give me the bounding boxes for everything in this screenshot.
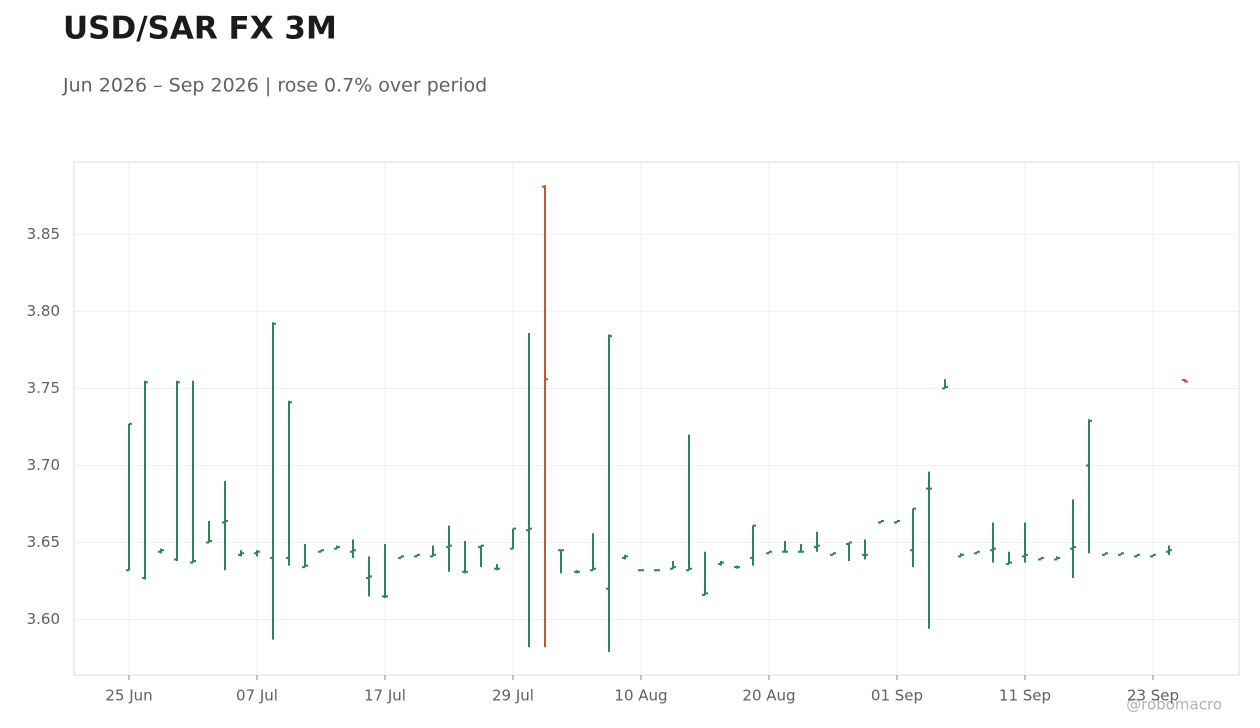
plot-frame (73, 161, 1240, 676)
chart-title: USD/SAR FX 3M (63, 11, 337, 47)
y-tick-label: 3.65 (27, 533, 60, 551)
y-tick-label: 3.60 (27, 610, 60, 628)
y-tick-label: 3.85 (27, 225, 60, 243)
x-tick-label: 20 Aug (742, 687, 795, 705)
x-tick-label: 23 Sep (1127, 687, 1179, 705)
x-tick-label: 17 Jul (364, 687, 406, 705)
y-tick-label: 3.80 (27, 302, 60, 320)
x-tick-label: 07 Jul (236, 687, 278, 705)
watermark: @robomacro (1126, 696, 1222, 714)
chart-subtitle: Jun 2026 – Sep 2026 | rose 0.7% over per… (62, 75, 487, 97)
y-tick-label: 3.75 (27, 379, 60, 397)
y-tick-label: 3.70 (27, 456, 60, 474)
x-tick-label: 25 Jun (105, 687, 152, 705)
x-tick-label: 29 Jul (492, 687, 534, 705)
x-tick-label: 11 Sep (999, 687, 1051, 705)
x-tick-label: 10 Aug (614, 687, 667, 705)
x-tick-label: 01 Sep (871, 687, 923, 705)
